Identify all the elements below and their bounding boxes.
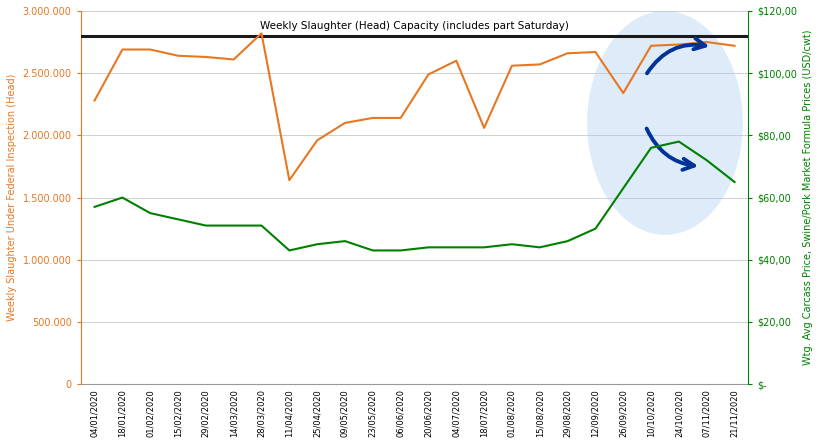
Text: Weekly Slaughter (Head) Capacity (includes part Saturday): Weekly Slaughter (Head) Capacity (includ… (260, 21, 568, 31)
Ellipse shape (586, 11, 742, 235)
Y-axis label: Wtg. Avg Carcass Price, Swine/Pork Market Formula Prices (USD/cwt): Wtg. Avg Carcass Price, Swine/Pork Marke… (802, 30, 812, 365)
Y-axis label: Weekly Slaughter Under Federal Inspection (Head): Weekly Slaughter Under Federal Inspectio… (7, 74, 17, 321)
